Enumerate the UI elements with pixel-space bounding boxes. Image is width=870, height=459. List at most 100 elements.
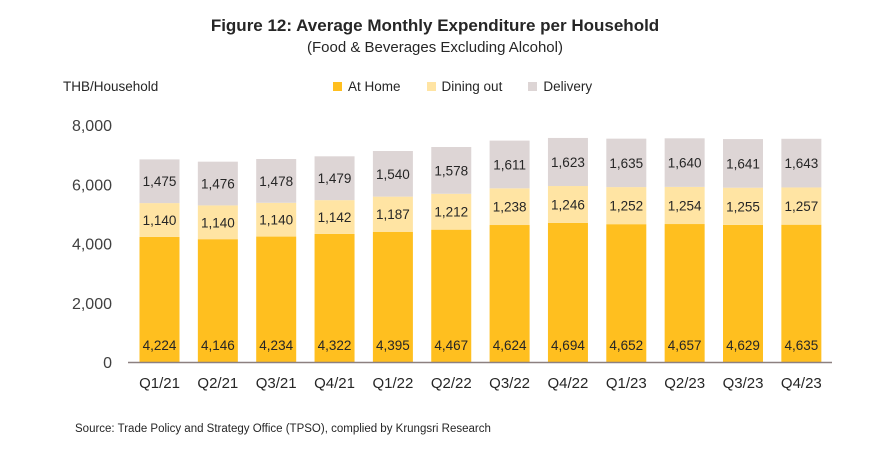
- data-label: 1,254: [668, 198, 702, 213]
- x-tick-label: Q3/23: [723, 375, 764, 392]
- y-tick-label: 8,000: [72, 118, 112, 135]
- y-tick-label: 4,000: [72, 237, 112, 254]
- data-label: 4,234: [259, 338, 293, 353]
- data-label: 4,224: [143, 338, 177, 353]
- data-label: 1,140: [259, 213, 293, 228]
- bar-segment-dining-out: [489, 188, 530, 226]
- legend-label-delivery: Delivery: [543, 79, 593, 94]
- data-label: 4,467: [434, 338, 468, 353]
- x-tick-label: Q4/22: [548, 375, 589, 392]
- bar-segment-delivery: [314, 156, 355, 201]
- bar-segment-delivery: [664, 138, 705, 187]
- bar-segment-delivery: [723, 139, 763, 188]
- x-tick-label: Q2/22: [431, 375, 472, 392]
- data-label: 1,238: [493, 200, 527, 215]
- data-label: 4,146: [201, 338, 235, 353]
- legend-swatch-at-home: [333, 82, 342, 91]
- data-label: 4,694: [551, 338, 585, 353]
- data-label: 1,257: [784, 199, 818, 214]
- legend-swatch-dining-out: [426, 82, 436, 91]
- data-label: 1,611: [493, 157, 526, 172]
- legend-item-dining-out: Dining out: [426, 79, 503, 94]
- x-tick-label: Q4/23: [781, 375, 822, 392]
- x-tick-label: Q2/23: [664, 375, 705, 392]
- x-tick-label: Q3/22: [489, 375, 530, 392]
- bar-segment-at-home: [664, 224, 705, 362]
- x-tick-label: Q1/23: [606, 375, 647, 392]
- y-axis-label: THB/Household: [63, 79, 159, 94]
- bar-segment-delivery: [781, 138, 822, 188]
- legend: At Home Dining out Delivery: [333, 79, 592, 94]
- legend-item-at-home: At Home: [333, 79, 401, 94]
- bar-segment-at-home: [723, 224, 763, 362]
- data-label: 1,140: [201, 215, 235, 230]
- chart-subtitle: (Food & Beverages Excluding Alcohol): [307, 39, 563, 56]
- bar-segment-dining-out: [606, 187, 647, 225]
- legend-label-at-home: At Home: [348, 79, 401, 94]
- bar-segment-dining-out: [256, 202, 297, 237]
- bar-segment-at-home: [197, 239, 238, 362]
- bar-segment-dining-out: [547, 186, 588, 223]
- bar-segment-dining-out: [781, 187, 822, 225]
- bar-segment-delivery: [606, 138, 647, 188]
- data-label: 1,255: [726, 199, 760, 214]
- bar-segment-at-home: [314, 233, 355, 362]
- bar-segment-at-home: [431, 229, 472, 362]
- data-label: 4,322: [318, 338, 352, 353]
- bar-segment-dining-out: [664, 186, 705, 225]
- bar-segment-dining-out: [197, 205, 238, 240]
- data-label: 1,475: [143, 174, 177, 189]
- data-label: 1,479: [318, 171, 352, 186]
- y-tick-label: 0: [103, 355, 112, 372]
- bar-segment-at-home: [372, 231, 413, 362]
- bar-segment-delivery: [431, 147, 472, 194]
- data-label: 1,640: [668, 156, 702, 171]
- data-label: 4,635: [784, 338, 818, 353]
- x-tick-label: Q3/21: [256, 375, 297, 392]
- data-label: 1,635: [609, 156, 643, 171]
- data-label: 1,140: [143, 213, 177, 228]
- data-label: 1,187: [376, 207, 410, 222]
- data-label: 4,652: [609, 338, 643, 353]
- bar-segment-delivery: [139, 159, 180, 204]
- bar-segment-dining-out: [372, 196, 413, 232]
- data-label: 1,246: [551, 197, 585, 212]
- legend-swatch-delivery: [528, 82, 538, 91]
- data-label: 4,624: [493, 338, 527, 353]
- data-label: 1,212: [434, 205, 468, 220]
- bar-segment-delivery: [197, 161, 238, 206]
- bar-segment-dining-out: [139, 203, 180, 237]
- bar-segment-delivery: [489, 140, 530, 189]
- data-label: 1,478: [259, 174, 293, 189]
- bar-segment-at-home: [489, 225, 530, 362]
- bar-segment-at-home: [781, 224, 822, 362]
- data-label: 1,540: [376, 167, 410, 182]
- bar-segment-at-home: [606, 224, 647, 362]
- bar-segment-dining-out: [431, 193, 472, 230]
- legend-label-dining-out: Dining out: [441, 79, 503, 94]
- bar-segment-delivery: [372, 151, 413, 197]
- data-label: 1,142: [318, 210, 352, 225]
- data-label: 1,578: [434, 163, 468, 178]
- bar-segment-delivery: [256, 159, 297, 203]
- source-note: Source: Trade Policy and Strategy Office…: [75, 423, 491, 435]
- chart-title: Figure 12: Average Monthly Expenditure p…: [210, 16, 660, 35]
- y-tick-label: 6,000: [72, 177, 112, 194]
- bar-segment-at-home: [547, 222, 588, 362]
- bar-segment-delivery: [547, 137, 588, 187]
- x-tick-label: Q1/22: [372, 375, 413, 392]
- bar-segment-dining-out: [314, 200, 355, 234]
- y-tick-label: 2,000: [72, 296, 112, 313]
- x-tick-label: Q4/21: [314, 375, 355, 392]
- x-tick-label: Q2/21: [197, 375, 238, 392]
- bar-segment-dining-out: [723, 187, 763, 225]
- legend-item-delivery: Delivery: [528, 79, 592, 94]
- bar-segment-at-home: [139, 236, 180, 362]
- data-label: 4,395: [376, 338, 410, 353]
- data-label: 1,643: [784, 156, 818, 171]
- data-label: 4,657: [668, 338, 702, 353]
- data-label: 1,641: [726, 156, 760, 171]
- bar-segment-at-home: [256, 236, 297, 362]
- data-label: 1,623: [551, 155, 585, 170]
